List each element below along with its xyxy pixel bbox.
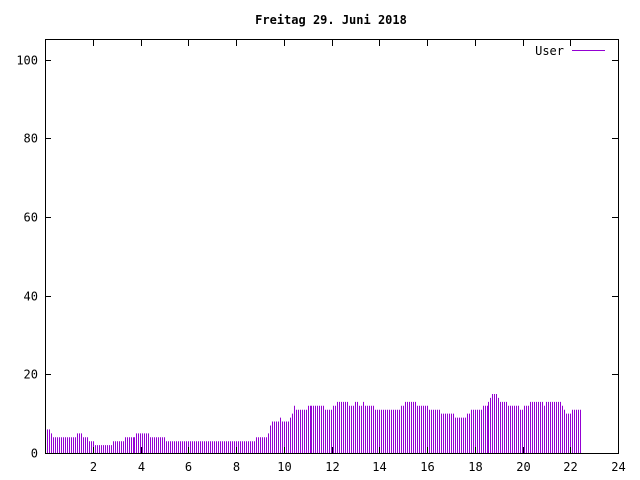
y-tick-label: 100 [16, 54, 38, 68]
x-tick-label: 6 [185, 460, 192, 474]
y-tick-label: 0 [31, 447, 38, 461]
x-tick-label: 2 [90, 460, 97, 474]
x-tick-label: 8 [233, 460, 240, 474]
x-tick-label: 24 [611, 460, 625, 474]
y-tick-label: 60 [24, 211, 38, 225]
x-tick-label: 10 [277, 460, 291, 474]
x-tick-label: 18 [468, 460, 482, 474]
x-tick-label: 20 [516, 460, 530, 474]
x-tick-label: 14 [372, 460, 386, 474]
chart-title: Freitag 29. Juni 2018 [255, 13, 407, 27]
data-bars [45, 394, 581, 453]
x-tick-label: 22 [563, 460, 577, 474]
axis-ticks [45, 40, 619, 454]
legend-label-user: User [535, 44, 564, 58]
legend: User [535, 44, 605, 58]
y-tick-label: 80 [24, 132, 38, 146]
y-tick-label: 20 [24, 368, 38, 382]
x-tick-label: 12 [325, 460, 339, 474]
x-tick-label: 4 [138, 460, 145, 474]
plot-area-border [45, 39, 619, 454]
x-tick-label: 16 [420, 460, 434, 474]
y-tick-label: 40 [24, 290, 38, 304]
